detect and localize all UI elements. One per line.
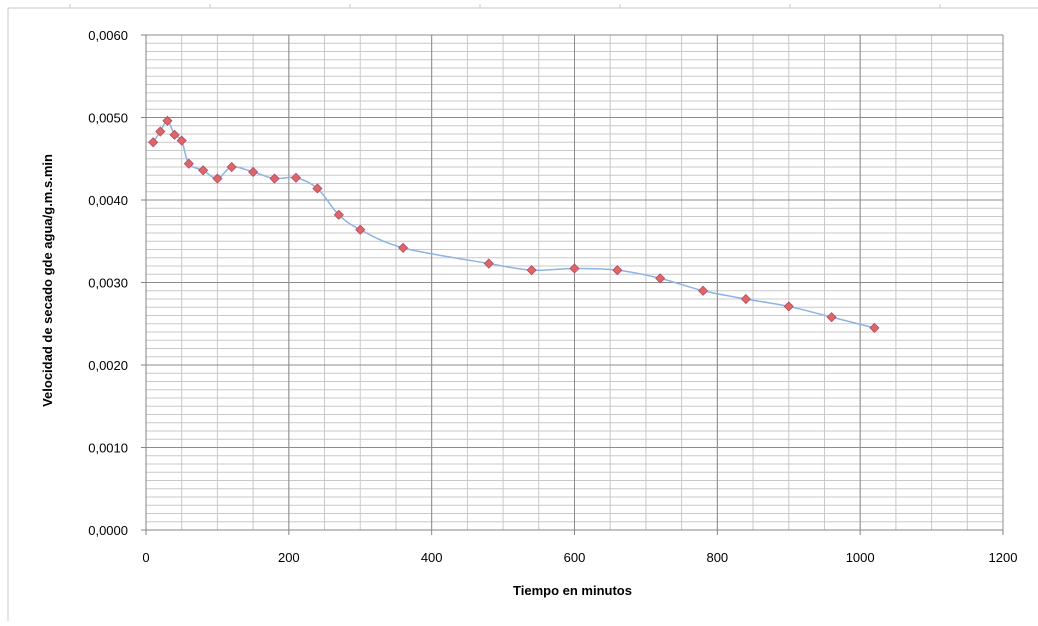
y-tick-label: 0,0030: [88, 276, 128, 291]
data-point-marker: [198, 165, 209, 176]
x-tick-label: 200: [278, 550, 300, 565]
data-point-marker: [697, 285, 709, 296]
data-point-marker: [826, 312, 837, 323]
data-point-marker: [655, 273, 666, 284]
axes: [141, 34, 1004, 535]
y-tick-label: 0,0060: [88, 28, 128, 43]
data-point-marker: [155, 126, 166, 137]
series-layer: [148, 115, 880, 333]
data-point-marker: [269, 173, 280, 184]
y-tick-label: 0,0040: [88, 193, 128, 208]
data-point-marker: [226, 161, 237, 173]
x-tick-label: 0: [142, 550, 149, 565]
y-tick-labels: 0,0000 0,0010 0,0020 0,0030 0,0040 0,0050 0,00…: [88, 28, 128, 538]
data-point-marker: [612, 265, 623, 276]
data-point-marker: [290, 172, 302, 183]
y-tick-label: 0,0000: [88, 523, 128, 538]
x-axis-title: Tiempo en minutos: [513, 583, 632, 598]
data-point-marker: [740, 293, 751, 305]
data-point-marker: [148, 137, 159, 148]
y-tick-label: 0,0020: [88, 358, 128, 373]
data-point-marker: [569, 263, 580, 274]
data-point-marker: [312, 183, 323, 194]
data-point-marker: [483, 258, 494, 269]
data-point-marker: [783, 301, 794, 312]
data-point-marker: [869, 322, 880, 333]
x-tick-label: 1000: [846, 550, 875, 565]
x-tick-label: 400: [421, 550, 443, 565]
data-point-marker: [526, 265, 537, 276]
x-tick-label: 800: [706, 550, 728, 565]
data-point-marker: [212, 173, 223, 184]
data-point-marker: [169, 129, 180, 140]
data-point-marker: [333, 209, 344, 220]
y-tick-label: 0,0010: [88, 441, 128, 456]
chart-border: [7, 4, 1038, 621]
y-tick-label: 0,0050: [88, 111, 128, 126]
data-point-marker: [183, 158, 194, 169]
data-point-marker: [176, 135, 187, 146]
data-point-marker: [398, 242, 409, 253]
data-point-marker: [248, 166, 259, 178]
x-tick-labels: 0 200 400 600 800 1000 1200: [142, 550, 1017, 565]
data-point-marker: [355, 224, 366, 235]
y-axis-title: Velocidad de secado gde agua/g.m.s.min: [40, 154, 55, 407]
x-tick-label: 1200: [989, 550, 1018, 565]
data-point-marker: [162, 115, 173, 126]
x-tick-label: 600: [564, 550, 586, 565]
